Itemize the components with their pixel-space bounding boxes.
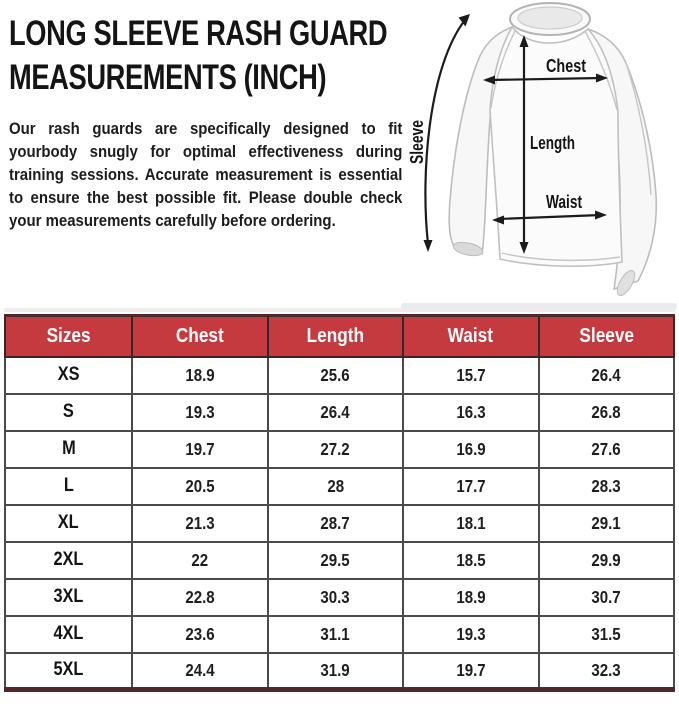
cell-length: 25.6 (266, 355, 405, 395)
shirt-right-cuff (616, 270, 636, 296)
cell-waist: 17.7 (402, 466, 540, 506)
table-row: L 20.5 28 17.7 28.3 (3, 466, 676, 506)
shirt-right-raglan-seam (584, 30, 618, 111)
cell-chest: 19.3 (131, 392, 269, 432)
cell-sleeve: 26.4 (537, 355, 676, 395)
cell-waist: 15.7 (402, 355, 540, 395)
cell-chest: 18.9 (131, 355, 269, 395)
cell-length: 28.7 (266, 503, 405, 543)
table-row: M 19.7 27.2 16.9 27.6 (3, 429, 676, 469)
col-header-length: Length (266, 314, 405, 358)
cell-waist: 16.3 (402, 392, 540, 432)
cell-size: S (3, 392, 134, 432)
cell-chest: 24.4 (131, 651, 269, 691)
table-row: 4XL 23.6 31.1 19.3 31.5 (3, 614, 676, 654)
sleeve-measure-arrow (423, 14, 470, 252)
cell-length: 31.9 (266, 651, 405, 691)
table-row: XS 18.9 25.6 15.7 26.4 (3, 355, 676, 395)
length-measure-arrow (519, 35, 529, 254)
cell-waist: 18.5 (402, 540, 540, 580)
shirt-left-cuff (452, 241, 484, 257)
cell-waist: 18.9 (402, 577, 540, 617)
cell-size: XL (3, 503, 134, 543)
table-row: 5XL 24.4 31.9 19.7 32.3 (3, 651, 676, 691)
cell-length: 30.3 (266, 577, 405, 617)
description-text: Our rash guards are specifically designe… (9, 119, 403, 230)
size-table-body: XS 18.9 25.6 15.7 26.4 S 19.3 26.4 16.3 … (3, 355, 676, 691)
cell-waist: 16.9 (402, 429, 540, 469)
cell-waist: 18.1 (402, 503, 540, 543)
size-table: Sizes Chest Length Waist Sleeve XS 18.9 … (3, 314, 676, 692)
cell-size: M (3, 429, 134, 469)
size-table-section: Sizes Chest Length Waist Sleeve XS 18.9 … (3, 308, 676, 692)
cell-sleeve: 27.6 (537, 429, 676, 469)
cell-waist: 19.3 (402, 614, 540, 654)
cell-size: L (3, 466, 134, 506)
cell-chest: 21.3 (131, 503, 269, 543)
cell-sleeve: 31.5 (537, 614, 676, 654)
table-row: 2XL 22 29.5 18.5 29.9 (3, 540, 676, 580)
table-row: S 19.3 26.4 16.3 26.8 (3, 392, 676, 432)
shirt-hem-seam (501, 252, 621, 262)
page-title-line2: MEASUREMENTS (INCH) (9, 58, 327, 97)
cell-waist: 19.7 (402, 651, 540, 691)
cell-length: 26.4 (266, 392, 405, 432)
cell-size: XS (3, 355, 134, 395)
chest-label: Chest (546, 56, 586, 76)
chest-measure-arrow (483, 73, 608, 85)
shirt-right-sleeve-seam (625, 62, 652, 196)
page-title-line1: LONG SLEEVE RASH GUARD (9, 14, 388, 53)
cell-sleeve: 30.7 (537, 577, 676, 617)
cell-sleeve: 32.3 (537, 651, 676, 691)
cell-size: 3XL (3, 577, 134, 617)
cell-chest: 22 (131, 540, 269, 580)
table-top-shadow (4, 308, 675, 312)
cell-length: 27.2 (266, 429, 405, 469)
cell-size: 4XL (3, 614, 134, 654)
cell-chest: 19.7 (131, 429, 269, 469)
cell-chest: 23.6 (131, 614, 269, 654)
col-header-waist: Waist (402, 314, 540, 358)
length-label: Length (530, 133, 575, 153)
cell-sleeve: 28.3 (537, 466, 676, 506)
shirt-left-raglan-seam (490, 30, 516, 109)
table-row: 3XL 22.8 30.3 18.9 30.7 (3, 577, 676, 617)
col-header-chest: Chest (131, 314, 269, 358)
header-row: Sizes Chest Length Waist Sleeve (3, 314, 676, 358)
cell-sleeve: 29.9 (537, 540, 676, 580)
shirt-measurement-diagram: Chest Length Waist Sleeve (401, 2, 677, 310)
cell-length: 29.5 (266, 540, 405, 580)
cell-length: 31.1 (266, 614, 405, 654)
waist-measure-arrow (492, 210, 607, 225)
cell-sleeve: 29.1 (537, 503, 676, 543)
size-table-header: Sizes Chest Length Waist Sleeve (3, 314, 676, 358)
page-title: LONG SLEEVE RASH GUARD MEASUREMENTS (INC… (9, 12, 409, 100)
col-header-sleeve: Sleeve (537, 314, 676, 358)
cell-sleeve: 26.8 (537, 392, 676, 432)
table-row: XL 21.3 28.7 18.1 29.1 (3, 503, 676, 543)
shirt-collar-inner (517, 6, 583, 30)
sleeve-label: Sleeve (407, 120, 427, 164)
cell-size: 5XL (3, 651, 134, 691)
cell-chest: 20.5 (131, 466, 269, 506)
cell-length: 28 (266, 466, 405, 506)
cell-chest: 22.8 (131, 577, 269, 617)
waist-label: Waist (546, 192, 582, 212)
col-header-sizes: Sizes (3, 314, 134, 358)
cell-size: 2XL (3, 540, 134, 580)
